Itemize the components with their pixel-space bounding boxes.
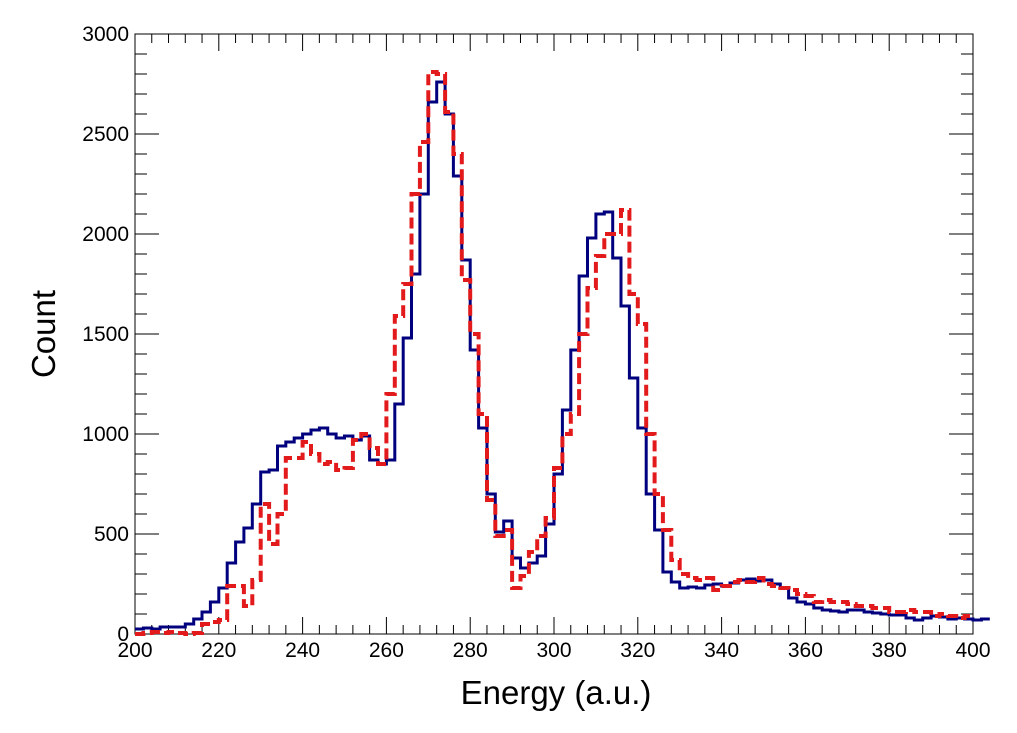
axis-ticks: [134, 33, 974, 635]
x-tick-label: 260: [369, 639, 404, 662]
x-tick-label: 240: [285, 639, 320, 662]
x-tick-label: 280: [453, 639, 488, 662]
y-tick-label: 2000: [82, 223, 129, 246]
y-tick-label: 1000: [82, 423, 129, 446]
x-tick-label: 220: [201, 639, 236, 662]
x-tick-label: 300: [536, 639, 571, 662]
x-tick-label: 340: [704, 639, 739, 662]
x-tick-labels: 200 220 240 260 280 300 320 340 360 380 400: [117, 639, 990, 662]
x-tick-label: 380: [872, 639, 907, 662]
y-tick-label: 3000: [82, 23, 129, 46]
y-tick-label: 0: [117, 623, 129, 646]
y-axis-title: Count: [25, 290, 62, 378]
x-tick-label: 320: [620, 639, 655, 662]
x-tick-label: 200: [117, 639, 152, 662]
x-tick-label: 360: [788, 639, 823, 662]
y-tick-label: 2500: [82, 123, 129, 146]
y-tick-label: 1500: [82, 323, 129, 346]
x-tick-label: 400: [955, 639, 990, 662]
series-1-line: [135, 80, 990, 631]
series-layer: [135, 70, 990, 636]
y-tick-label: 500: [94, 523, 129, 546]
y-tick-labels: 0 500 1000 1500 2000 2500 3000: [82, 23, 129, 646]
x-axis-title: Energy (a.u.): [461, 674, 652, 711]
series-2-line: [135, 70, 973, 636]
